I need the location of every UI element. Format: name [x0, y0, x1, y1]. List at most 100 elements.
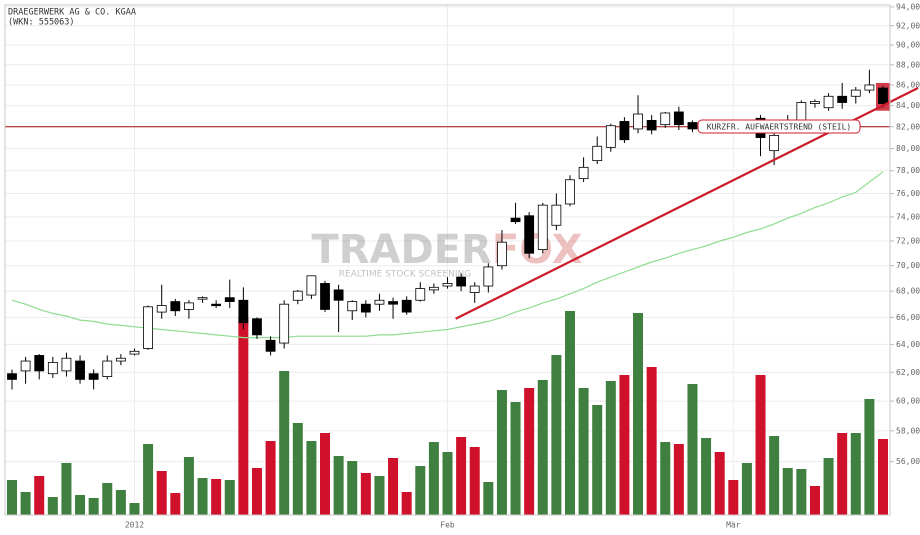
candle-body — [129, 350, 140, 355]
candle-body — [34, 355, 45, 372]
candle-body — [456, 276, 467, 287]
volume-bar — [537, 380, 548, 515]
candle-body — [374, 299, 385, 305]
x-tick-label: 2012 — [125, 521, 144, 530]
volume-bar — [183, 457, 194, 515]
y-tick-label: 60,00 — [896, 397, 920, 406]
candle-body — [75, 360, 85, 380]
volume-bar — [823, 458, 834, 515]
candle-body — [551, 204, 562, 226]
volume-bar — [483, 482, 494, 515]
candle-body — [252, 318, 262, 336]
watermark: TRADERFOX — [311, 227, 582, 273]
candle-body — [796, 102, 807, 121]
candle-body — [143, 306, 153, 349]
volume-bar — [510, 402, 521, 515]
volume-bar — [551, 355, 562, 515]
volume-bar — [61, 463, 72, 515]
y-tick-label: 78,00 — [896, 166, 920, 175]
volume-bar — [129, 503, 140, 515]
trend-label: KURZFR. AUFWAERTSTREND (STEIL) — [707, 123, 852, 132]
volume-bar — [741, 463, 752, 515]
volume-bar — [456, 437, 467, 515]
y-tick-label: 76,00 — [896, 189, 920, 198]
y-tick-label: 62,00 — [896, 368, 920, 377]
volume-bar — [850, 433, 861, 515]
candle-body — [115, 357, 126, 362]
candle-body — [428, 286, 439, 291]
volume-bar — [673, 444, 684, 515]
volume-bar — [279, 371, 290, 515]
volume-bar — [47, 497, 58, 515]
volume-bar — [115, 490, 126, 515]
candle-body — [687, 122, 698, 130]
candle-body — [265, 339, 276, 352]
volume-bar — [360, 473, 371, 515]
volume-bar — [633, 313, 644, 515]
candle-body — [47, 362, 58, 375]
y-tick-label: 88,00 — [896, 60, 920, 69]
candle-body — [619, 121, 630, 141]
y-tick-label: 70,00 — [896, 261, 920, 270]
candle-body — [878, 87, 888, 104]
volume-bar — [320, 433, 331, 515]
y-tick-label: 84,00 — [896, 101, 920, 110]
candle-body — [102, 360, 113, 377]
candle-body — [224, 297, 235, 302]
candle-body — [646, 119, 657, 131]
candle-body — [673, 111, 684, 126]
volume-bar — [224, 480, 235, 515]
volume-bar — [796, 469, 807, 515]
y-tick-label: 80,00 — [896, 144, 920, 153]
volume-bar — [564, 311, 575, 515]
volume-bar — [7, 480, 17, 515]
volume-bar — [755, 375, 766, 515]
candle-body — [633, 113, 643, 130]
y-tick-label: 92,00 — [896, 21, 920, 30]
volume-bar — [347, 461, 358, 515]
candle-body — [769, 135, 780, 152]
y-tick-label: 66,00 — [896, 313, 920, 322]
candle-body — [184, 302, 194, 310]
candle-body — [524, 215, 535, 254]
candle-body — [850, 89, 861, 97]
candle-body — [565, 179, 575, 205]
volume-bar — [442, 452, 453, 515]
volume-bar — [496, 390, 507, 515]
volume-bar — [401, 492, 412, 515]
candle-body — [823, 95, 834, 109]
volume-bar — [714, 452, 725, 515]
watermark-part: FOX — [492, 227, 583, 273]
volume-bar — [864, 399, 875, 515]
volume-bar — [701, 438, 712, 515]
candle-body — [20, 360, 31, 372]
candle-body — [537, 204, 548, 250]
y-tick-label: 56,00 — [896, 457, 920, 466]
candle-body — [401, 299, 412, 313]
candle-body — [605, 125, 616, 148]
volume-bar — [578, 388, 589, 515]
moving-average-line — [11, 171, 884, 339]
chart-title: DRAEGERWERK AG & CO. KGAA — [8, 8, 136, 18]
candle-body — [279, 303, 290, 344]
candle-body — [61, 357, 72, 372]
candle-body — [660, 112, 671, 126]
volume-bar — [238, 317, 249, 515]
candle-body — [333, 289, 344, 301]
candle-body — [497, 241, 507, 267]
candle-body — [592, 145, 603, 162]
candle-body — [238, 299, 249, 324]
volume-bar — [469, 447, 480, 515]
plot-layer: 56,00 58,00 60,00 62,00 64,00 66,00 68,00 70,00… — [5, 2, 920, 530]
candle-body — [469, 285, 480, 293]
x-tick-label: Mär — [726, 521, 741, 530]
volume-bar — [524, 388, 535, 515]
volume-bar — [306, 441, 317, 515]
candle-body — [415, 288, 426, 301]
candle-body — [88, 373, 99, 380]
volume-bar — [687, 384, 698, 515]
volume-bar — [592, 405, 603, 515]
y-tick-label: 94,00 — [896, 2, 920, 11]
